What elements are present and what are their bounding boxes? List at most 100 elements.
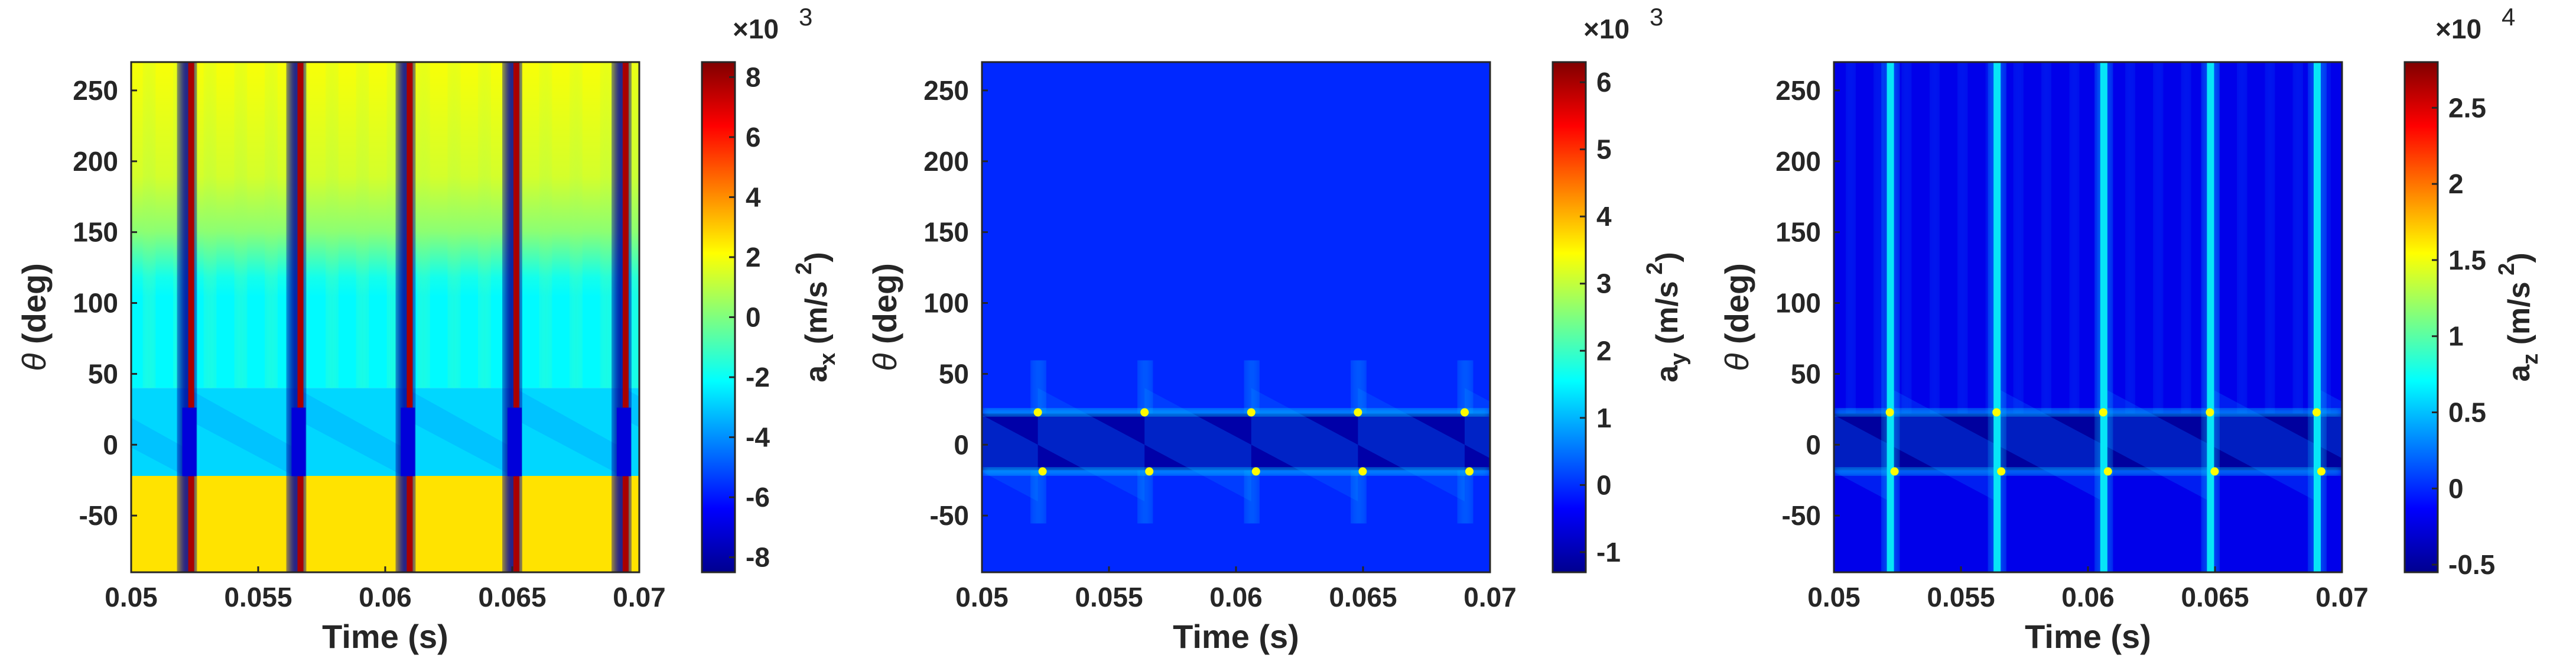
diagonal-streak xyxy=(131,417,185,476)
colorbar-tick-label: 4 xyxy=(746,181,761,212)
impact-point xyxy=(1890,467,1899,476)
x-axis-label: Time (s) xyxy=(1173,618,1299,655)
y-tick-label: -50 xyxy=(79,500,118,531)
stripe xyxy=(2266,62,2274,414)
impact-point xyxy=(1885,408,1894,417)
stripe xyxy=(2042,62,2051,414)
y-tick-label: -50 xyxy=(930,500,969,531)
stripe xyxy=(632,62,639,388)
y-tick-label: 50 xyxy=(88,358,118,389)
impact-point xyxy=(1038,467,1047,476)
diagonal-streak xyxy=(515,388,622,476)
impact-point xyxy=(1247,408,1256,417)
stripe xyxy=(479,62,490,388)
colorbar-box xyxy=(1552,61,1587,573)
x-tick-label: 0.065 xyxy=(478,582,546,612)
impact-point xyxy=(1145,467,1154,476)
stripe xyxy=(235,62,246,388)
impact-point xyxy=(2317,467,2325,476)
colorbar-label: ax (m/s 2) xyxy=(792,252,840,382)
y-tick-label: 0 xyxy=(954,429,969,460)
impact-point xyxy=(1465,467,1474,476)
stripe xyxy=(2014,62,2023,414)
band-edge xyxy=(982,409,1490,416)
impact-glow xyxy=(1032,360,1045,414)
colorbar-tick-label: -1 xyxy=(1596,537,1621,568)
colorbar-gradient xyxy=(2405,62,2438,572)
impact-glow xyxy=(1352,360,1365,414)
colorbar-tick-label: -2 xyxy=(746,362,770,393)
colorbar: -0.5 0 0.5 1 1.5 2 2.5 ×10 4 az (m/s 2) xyxy=(2403,3,2543,580)
impact-glow xyxy=(2310,62,2325,572)
x-axis-label: Time (s) xyxy=(322,618,448,655)
y-tick-label: 200 xyxy=(1775,146,1821,177)
impact-peak xyxy=(297,62,304,572)
stripe xyxy=(1874,62,1883,414)
background xyxy=(1834,62,2342,572)
colorbar-tick-label: -6 xyxy=(746,482,770,513)
y-tick-label: 250 xyxy=(923,75,969,106)
colorbar-gradient xyxy=(1553,62,1586,572)
impact-point xyxy=(2099,408,2107,417)
colorbar-tick-label: 6 xyxy=(1596,67,1612,98)
colorbar-tick-label: 4 xyxy=(1596,201,1612,232)
stripe xyxy=(357,62,368,388)
heatmap-field xyxy=(1834,62,2342,572)
y-axis-label: θ (deg) xyxy=(1718,263,1755,371)
impact-point xyxy=(2206,408,2214,417)
stripe xyxy=(448,62,460,388)
impact-glow xyxy=(1882,62,1898,572)
band-edge xyxy=(1834,468,2342,475)
colorbar-tick-label: 0 xyxy=(2448,473,2464,504)
impact-glow xyxy=(1245,360,1258,414)
contact-band xyxy=(1834,413,2342,471)
stripe xyxy=(1930,62,1939,414)
diagonal-shade xyxy=(1834,415,1890,502)
stripe xyxy=(1902,62,1911,414)
impact-point xyxy=(2103,467,2112,476)
y-tick-label: 100 xyxy=(73,288,118,319)
colorbar-tick-label: 2 xyxy=(1596,335,1612,366)
x-tick-label: 0.07 xyxy=(1463,582,1517,612)
stripe xyxy=(2182,62,2191,414)
heatmap-panel-1: 0.05 0.055 0.06 0.065 0.07 Time (s) -50 0 50 100 1… xyxy=(15,3,840,655)
impact-point xyxy=(1251,467,1260,476)
colorbar-multiplier-exponent: 4 xyxy=(2502,3,2515,31)
y-tick-label: 150 xyxy=(73,217,118,248)
x-tick-label: 0.055 xyxy=(1927,582,1995,612)
colorbar-multiplier: ×10 xyxy=(1583,14,1629,44)
diagonal-streak xyxy=(405,388,513,476)
colorbar-multiplier-exponent: 3 xyxy=(1650,3,1663,31)
x-tick-label: 0.06 xyxy=(359,582,412,612)
diagonal-streak xyxy=(296,388,404,476)
colorbar-tick-label: 6 xyxy=(746,122,761,153)
colorbar-tick-label: -8 xyxy=(746,542,770,573)
y-tick-label: 100 xyxy=(923,288,969,319)
impact-point xyxy=(2312,408,2321,417)
y-axis-label: θ (deg) xyxy=(15,263,53,371)
x-axis-label: Time (s) xyxy=(2025,618,2151,655)
colorbar-multiplier: ×10 xyxy=(733,14,779,44)
colorbar-tick-label: 0 xyxy=(1596,469,1612,500)
stripe xyxy=(2237,62,2246,414)
stripe xyxy=(265,62,277,388)
stripe xyxy=(418,62,429,388)
y-tick-label: 50 xyxy=(939,358,969,389)
impact-peak xyxy=(406,62,413,572)
heatmap-field xyxy=(982,62,1490,572)
stripe xyxy=(327,62,338,388)
impact-glow xyxy=(1459,360,1472,414)
colorbar-label: az (m/s 2) xyxy=(2494,252,2543,381)
x-tick-label: 0.065 xyxy=(2181,582,2249,612)
background xyxy=(982,62,1490,572)
stripe xyxy=(540,62,551,388)
impact-glow xyxy=(2096,62,2112,572)
stripe xyxy=(388,62,399,388)
y-tick-label: 0 xyxy=(103,429,118,460)
impact-glow xyxy=(1032,470,1045,524)
stripe xyxy=(1958,62,1967,414)
impact-peak xyxy=(188,62,194,572)
impact-glow xyxy=(1459,470,1472,524)
impact-point xyxy=(1354,408,1362,417)
colorbar-tick-label: 1 xyxy=(2448,321,2464,352)
